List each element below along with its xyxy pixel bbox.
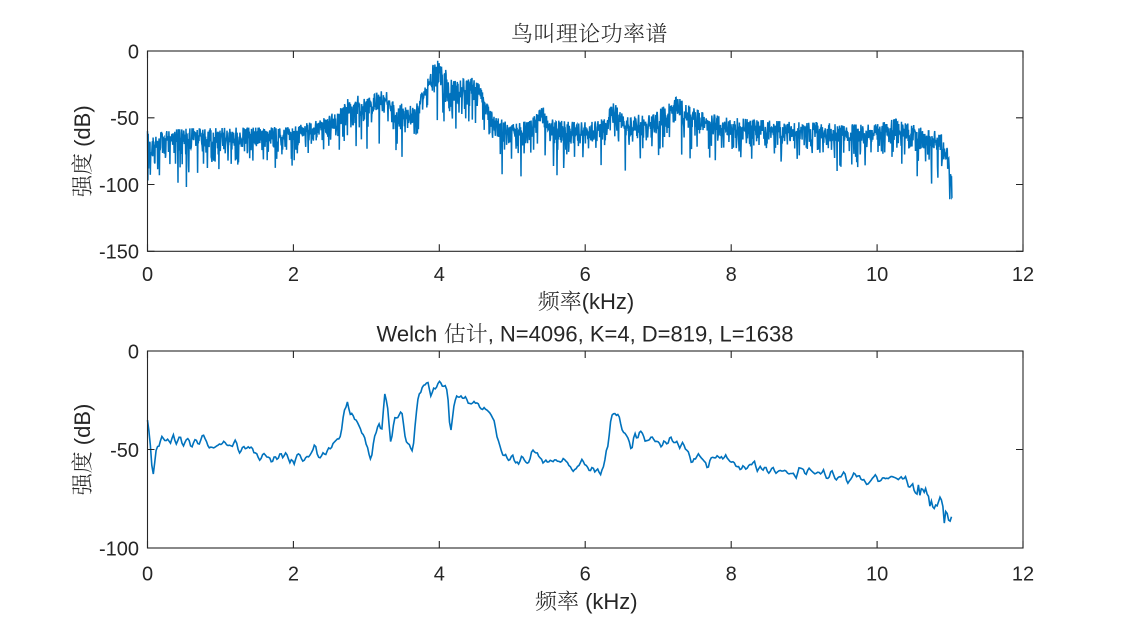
svg-text:4: 4 [434, 564, 445, 586]
svg-text:-50: -50 [110, 108, 139, 130]
svg-text:(kHz): (kHz) [585, 589, 638, 614]
svg-text:, N=4096, K=4, D=819, L=1638: , N=4096, K=4, D=819, L=1638 [488, 322, 794, 347]
svg-text:-50: -50 [110, 440, 139, 462]
svg-text:0: 0 [142, 564, 153, 586]
svg-text:0: 0 [142, 264, 153, 286]
svg-text:-100: -100 [99, 175, 139, 197]
svg-text:2: 2 [288, 264, 299, 286]
svg-text:(kHz): (kHz) [582, 289, 635, 314]
svg-text:8: 8 [726, 264, 737, 286]
svg-text:10: 10 [866, 264, 888, 286]
svg-text:Welch: Welch [377, 322, 438, 347]
svg-text:0: 0 [128, 41, 139, 63]
svg-text:4: 4 [434, 264, 445, 286]
svg-text:(dB): (dB) [70, 105, 95, 147]
svg-text:(dB): (dB) [70, 404, 95, 446]
svg-text:6: 6 [580, 264, 591, 286]
svg-text:6: 6 [580, 564, 591, 586]
svg-text:12: 12 [1012, 564, 1034, 586]
svg-text:12: 12 [1012, 264, 1034, 286]
svg-text:2: 2 [288, 564, 299, 586]
svg-text:-100: -100 [99, 538, 139, 560]
svg-text:8: 8 [726, 564, 737, 586]
svg-text:0: 0 [128, 341, 139, 363]
svg-text:10: 10 [866, 564, 888, 586]
svg-text:-150: -150 [99, 242, 139, 264]
